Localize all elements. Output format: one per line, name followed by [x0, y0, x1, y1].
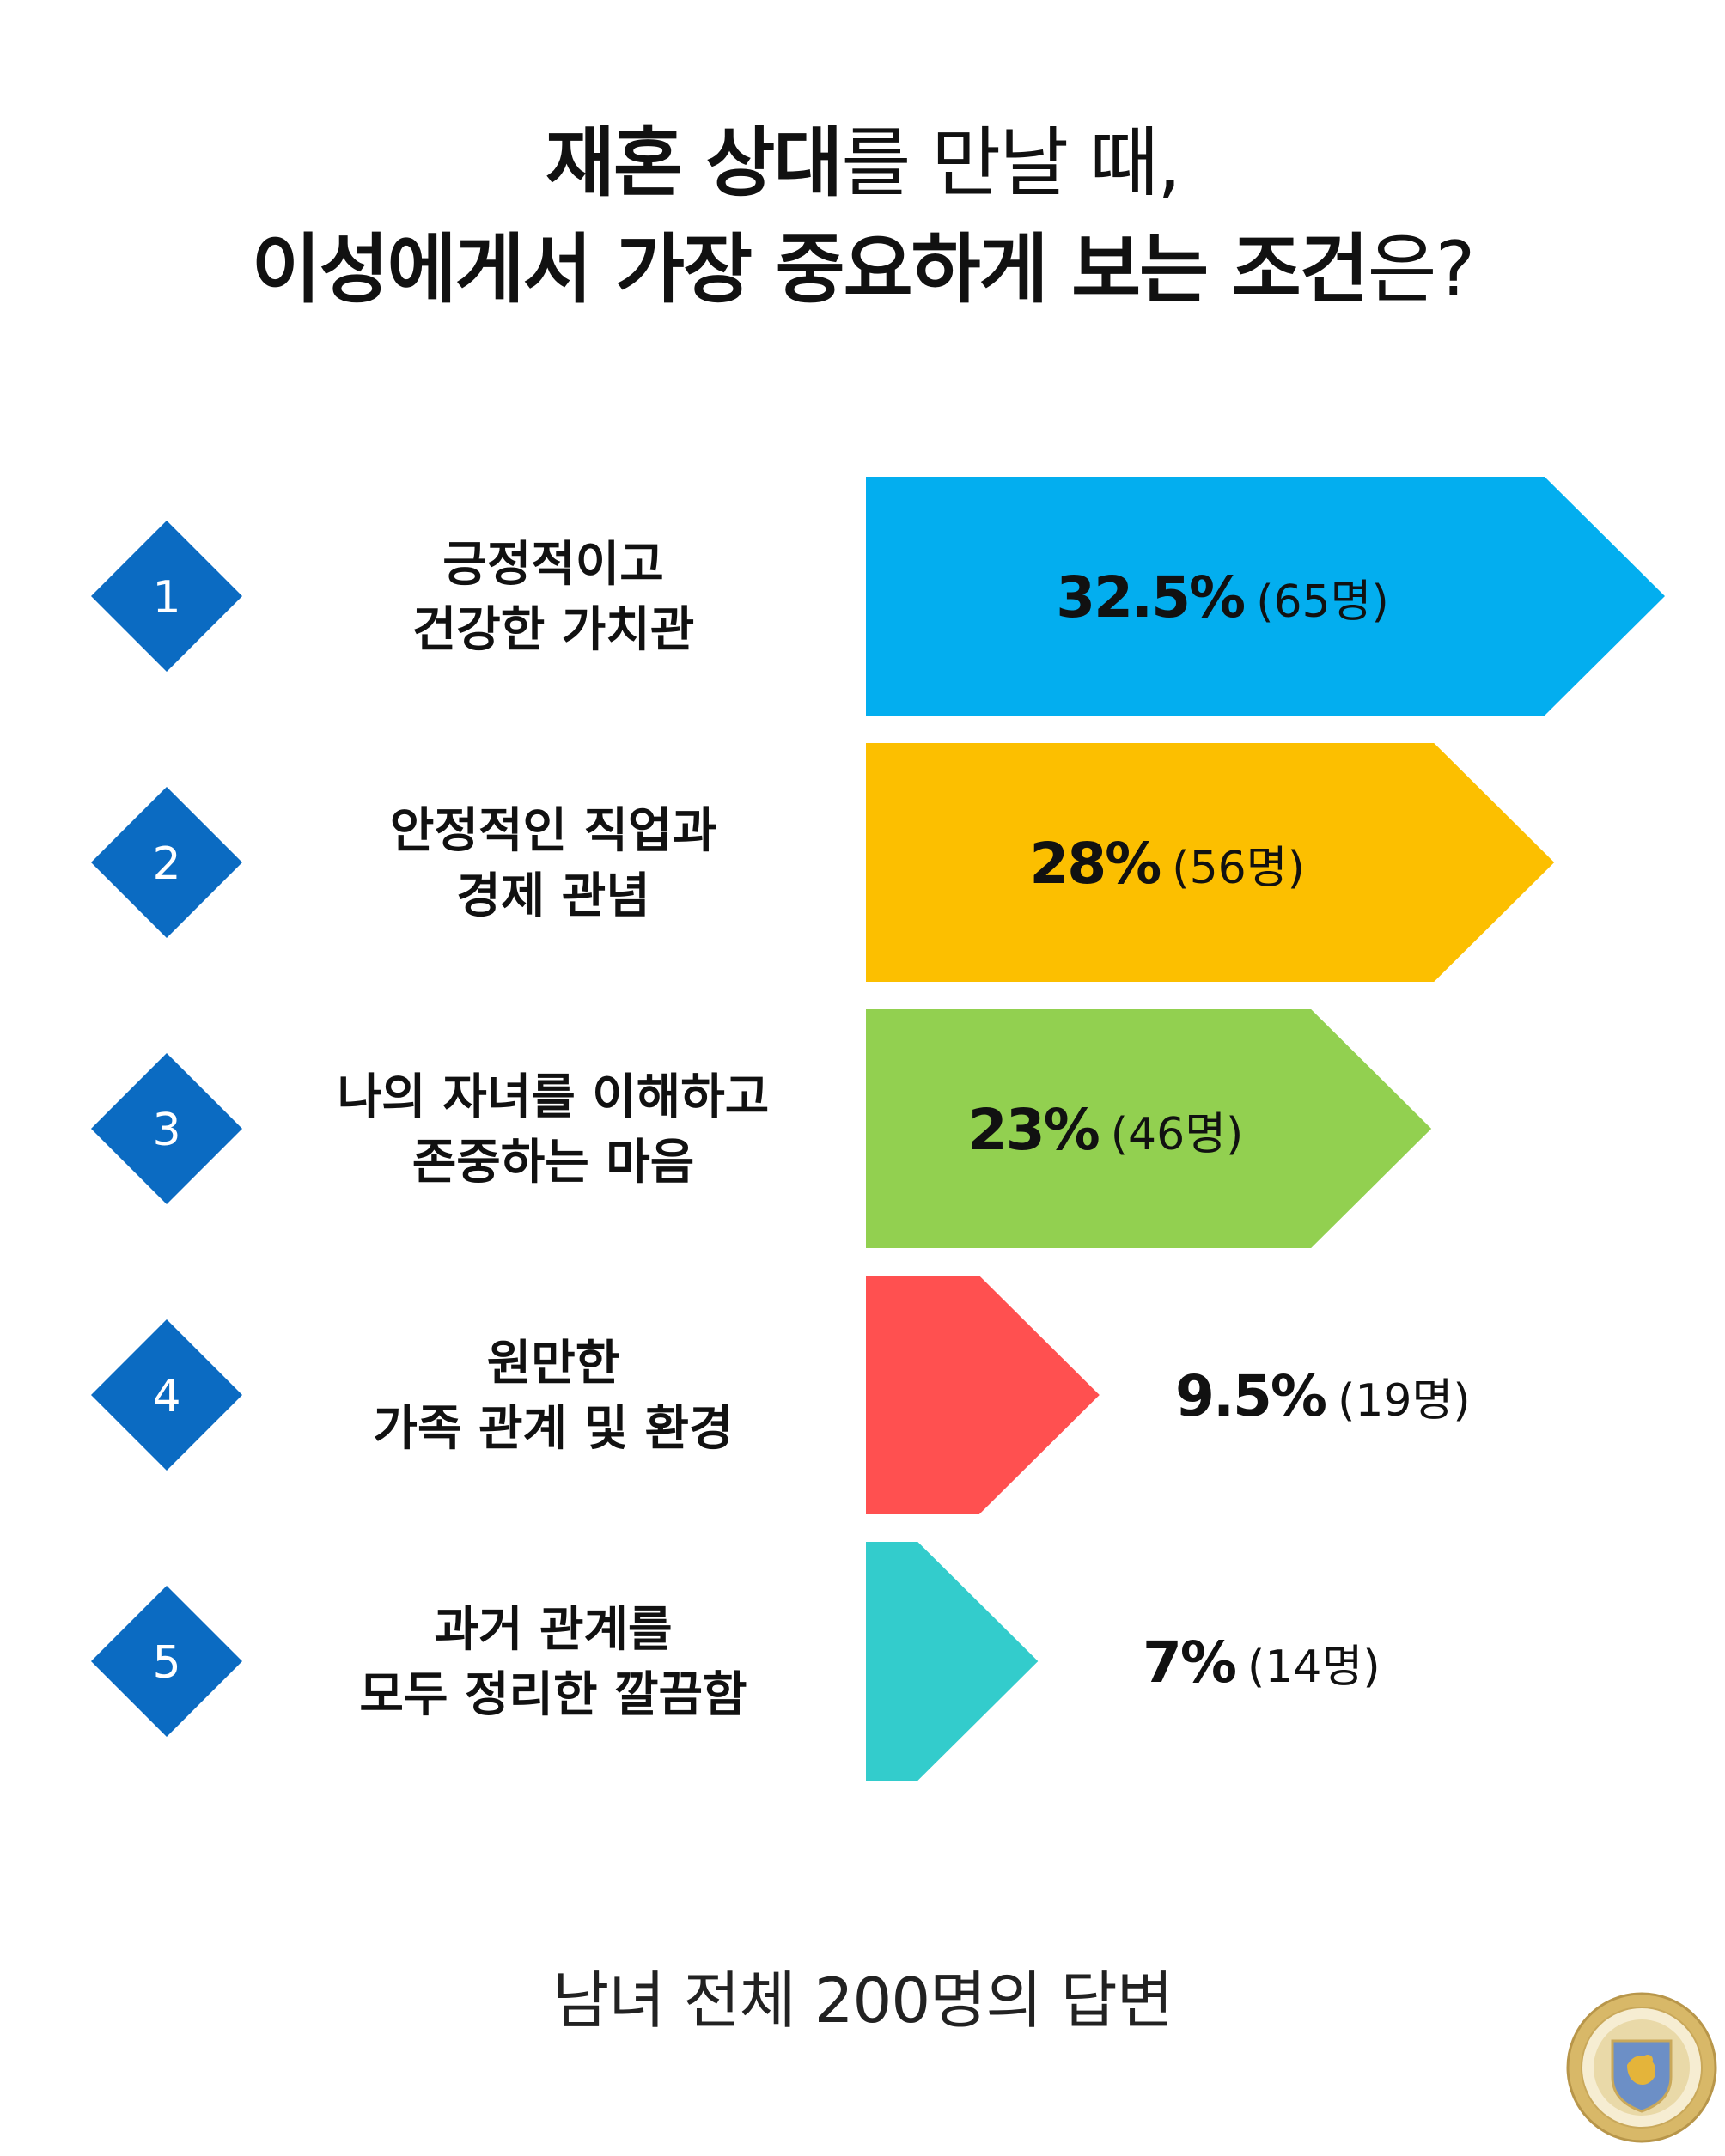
- percent-value: 28%: [1029, 831, 1161, 897]
- percent-value: 9.5%: [1175, 1363, 1326, 1429]
- rank-diamond: [91, 787, 242, 938]
- rank-number: 1: [152, 572, 180, 624]
- respondent-count: (19명): [1338, 1375, 1471, 1427]
- data-label: 23% (46명): [968, 1097, 1244, 1163]
- rank-number: 4: [152, 1371, 180, 1422]
- category-label: 건강한 가치관: [412, 602, 695, 658]
- rank-number: 2: [152, 838, 180, 890]
- rank-diamond: [91, 1319, 242, 1471]
- percent-value: 23%: [968, 1097, 1100, 1163]
- bar: [866, 477, 1665, 716]
- title-line-1-bold: 재혼 상대: [545, 119, 843, 207]
- rank-diamond: [91, 1586, 242, 1737]
- title-line-1: 재혼 상대를 만날 때,: [0, 110, 1725, 216]
- category-label: 과거 관계를: [434, 1602, 672, 1658]
- bar: [866, 1009, 1432, 1248]
- data-label: 7% (14명): [1143, 1629, 1381, 1696]
- category-label: 경제 관념: [456, 868, 650, 924]
- title-line-2: 이성에게서 가장 중요하게 보는 조건은?: [0, 216, 1725, 323]
- category-label: 긍정적이고: [442, 537, 664, 593]
- respondent-count: (14명): [1247, 1641, 1381, 1693]
- bar: [866, 1276, 1100, 1514]
- chart-title: 재혼 상대를 만날 때, 이성에게서 가장 중요하게 보는 조건은?: [0, 110, 1725, 323]
- title-line-2-regular: 은?: [1367, 225, 1476, 314]
- category-label: 안정적인 직업과: [390, 803, 716, 859]
- percent-value: 32.5%: [1056, 564, 1245, 630]
- rank-number: 5: [152, 1637, 180, 1689]
- data-label: 9.5% (19명): [1175, 1363, 1471, 1429]
- data-label: 32.5% (65명): [1056, 564, 1389, 630]
- bar: [866, 1542, 1039, 1781]
- title-line-1-regular: 를 만날 때,: [841, 119, 1181, 207]
- seal-logo: [1566, 1992, 1717, 2143]
- category-label: 가족 관계 및 환경: [373, 1401, 733, 1457]
- percent-value: 7%: [1143, 1629, 1236, 1696]
- category-label: 원만한: [487, 1336, 620, 1392]
- respondent-count: (65명): [1256, 576, 1389, 628]
- rank-diamond: [91, 521, 242, 672]
- bar: [866, 743, 1555, 982]
- category-label: 나의 자녀를 이해하고: [338, 1069, 770, 1125]
- respondent-count: (46명): [1111, 1109, 1244, 1160]
- category-label: 모두 정리한 깔끔함: [359, 1667, 747, 1723]
- footer-caption: 남녀 전체 200명의 답변: [552, 1964, 1173, 2037]
- rank-diamond: [91, 1053, 242, 1204]
- respondent-count: (56명): [1172, 843, 1305, 894]
- category-label: 존중하는 마음: [412, 1135, 695, 1191]
- title-line-2-bold: 이성에게서 가장 중요하게 보는 조건: [251, 225, 1369, 314]
- data-label: 28% (56명): [1029, 831, 1305, 897]
- rank-number: 3: [152, 1105, 180, 1156]
